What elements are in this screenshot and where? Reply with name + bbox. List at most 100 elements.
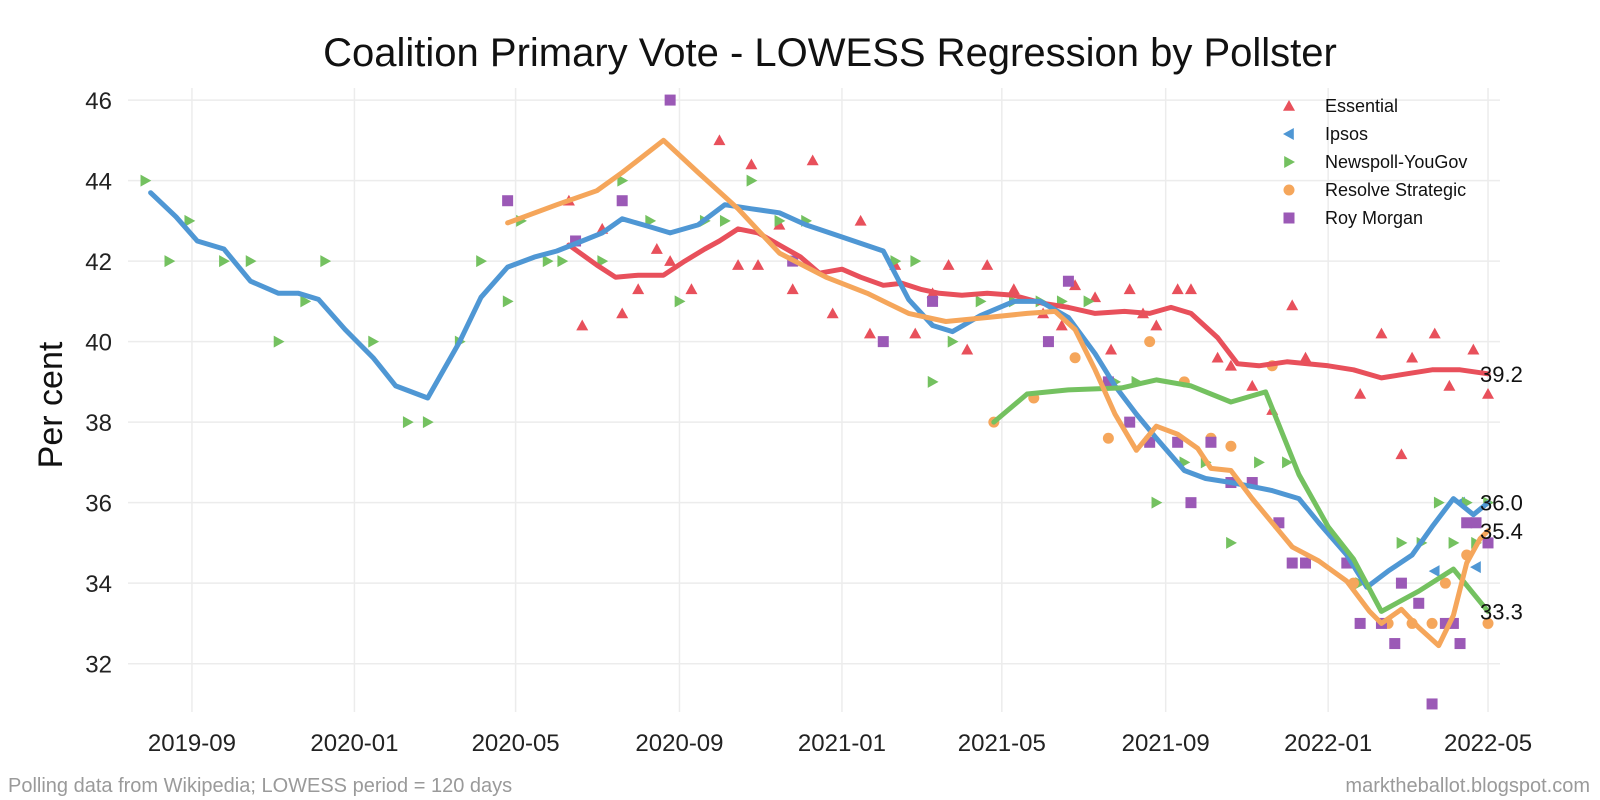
essential-point xyxy=(1123,283,1136,295)
lowess-lines xyxy=(148,137,1491,649)
y-tick-label: 36 xyxy=(85,491,112,518)
essential-point xyxy=(1482,387,1495,399)
essential-point xyxy=(1467,343,1480,355)
chart-title: Coalition Primary Vote - LOWESS Regressi… xyxy=(323,31,1337,75)
blog-caption: marktheballot.blogspot.com xyxy=(1345,775,1590,797)
roy-morgan-point xyxy=(1042,336,1054,348)
essential-point xyxy=(786,283,799,295)
roy-morgan-point xyxy=(1124,416,1136,428)
ipsos-point xyxy=(1470,561,1481,574)
newspoll-yougov-point xyxy=(746,174,758,187)
legend-label: Roy Morgan xyxy=(1325,208,1423,228)
ipsos-lowess-line xyxy=(148,190,1491,590)
roy-morgan-point xyxy=(1470,517,1482,529)
legend-marker xyxy=(1284,156,1295,168)
newspoll-yougov-point xyxy=(422,416,434,429)
newspoll-yougov-point xyxy=(184,214,196,227)
roy-morgan-point xyxy=(1395,577,1407,589)
essential-point xyxy=(1171,283,1184,295)
legend-label: Resolve Strategic xyxy=(1325,180,1466,200)
roy-morgan-point xyxy=(877,336,889,348)
essential-point xyxy=(713,134,726,146)
y-axis-label: Per cent xyxy=(32,341,70,468)
legend-marker xyxy=(1283,100,1295,111)
essential-point xyxy=(664,255,677,266)
resolve-strategic-point xyxy=(1144,336,1156,348)
newspoll-yougov-point xyxy=(273,335,285,348)
essential-point xyxy=(1069,279,1082,291)
end-labels: 39.2 36.0 35.4 33.3 xyxy=(1480,362,1523,625)
roy-morgan-point xyxy=(616,195,628,207)
legend-marker xyxy=(1283,128,1294,140)
roy-morgan-point xyxy=(1426,698,1438,710)
essential-point xyxy=(1395,448,1408,460)
essential-point xyxy=(1224,359,1237,371)
essential-point xyxy=(632,283,645,295)
newspoll-yougov-point xyxy=(1254,456,1265,469)
newspoll-yougov-lowess-line xyxy=(991,377,1491,614)
roy-morgan-point xyxy=(1413,597,1425,609)
essential-point xyxy=(773,218,786,230)
newspoll-yougov-point xyxy=(1226,536,1237,549)
newspoll-yougov-point xyxy=(502,295,514,308)
roy-morgan-point xyxy=(1354,617,1366,629)
roy-morgan-point xyxy=(1389,638,1401,650)
essential-point xyxy=(1286,299,1299,311)
newspoll-yougov-point xyxy=(320,255,332,268)
essential-point xyxy=(1299,351,1312,363)
newspoll-yougov-point xyxy=(1151,496,1163,509)
y-tick-label: 40 xyxy=(85,330,112,357)
roy-morgan-point xyxy=(1341,557,1353,569)
roy-morgan-point xyxy=(1246,477,1258,489)
end-label: 35.4 xyxy=(1480,519,1523,544)
roy-morgan-point xyxy=(1300,557,1312,569)
essential-point xyxy=(1375,327,1388,339)
newspoll-yougov-point xyxy=(774,214,786,227)
x-tick-label: 2022-05 xyxy=(1444,730,1532,757)
roy-morgan-point xyxy=(1102,376,1114,388)
y-tick-labels: 32 34 36 38 40 42 44 46 xyxy=(85,88,112,679)
roy-morgan-point xyxy=(1185,497,1197,509)
roy-morgan-point xyxy=(502,195,514,207)
essential-point xyxy=(1428,327,1441,339)
essential-point xyxy=(854,214,867,226)
essential-point xyxy=(1150,319,1163,331)
essential-point xyxy=(1007,283,1020,295)
roy-morgan-point xyxy=(1454,638,1466,650)
resolve-strategic-point xyxy=(1102,432,1114,444)
essential-point xyxy=(732,259,745,270)
resolve-strategic-lowess-line xyxy=(505,137,1491,649)
resolve-strategic-point xyxy=(1069,352,1081,364)
essential-point xyxy=(685,283,698,295)
essential-point xyxy=(1055,319,1068,331)
newspoll-yougov-point xyxy=(140,174,152,187)
essential-point xyxy=(863,327,876,339)
end-label: 39.2 xyxy=(1480,362,1523,387)
roy-morgan-point xyxy=(1144,436,1156,448)
essential-point xyxy=(1354,387,1367,399)
roy-morgan-point xyxy=(1273,517,1285,529)
resolve-strategic-point xyxy=(1482,617,1494,629)
x-tick-label: 2022-01 xyxy=(1284,730,1372,757)
essential-point xyxy=(1105,343,1118,355)
x-tick-label: 2021-05 xyxy=(958,730,1046,757)
newspoll-yougov-point xyxy=(300,295,312,308)
newspoll-yougov-point xyxy=(975,295,987,308)
resolve-strategic-point xyxy=(1426,617,1438,629)
newspoll-yougov-point xyxy=(557,255,569,268)
newspoll-yougov-point xyxy=(890,255,902,268)
x-tick-label: 2020-05 xyxy=(472,730,560,757)
y-tick-label: 46 xyxy=(85,88,112,115)
x-tick-labels: 2019-09 2020-01 2020-05 2020-09 2021-01 2021-… xyxy=(148,730,1532,757)
newspoll-yougov-point xyxy=(1396,536,1408,549)
newspoll-yougov-point xyxy=(674,295,686,308)
roy-morgan-point xyxy=(1205,436,1217,448)
essential-point xyxy=(1246,379,1259,391)
roy-morgan-point xyxy=(1461,517,1473,529)
essential-point xyxy=(1443,379,1456,391)
newspoll-yougov-point xyxy=(1433,496,1445,509)
essential-point xyxy=(752,259,765,270)
newspoll-yougov-point xyxy=(245,255,257,268)
essential-point xyxy=(576,319,589,331)
newspoll-yougov-point xyxy=(617,174,629,187)
